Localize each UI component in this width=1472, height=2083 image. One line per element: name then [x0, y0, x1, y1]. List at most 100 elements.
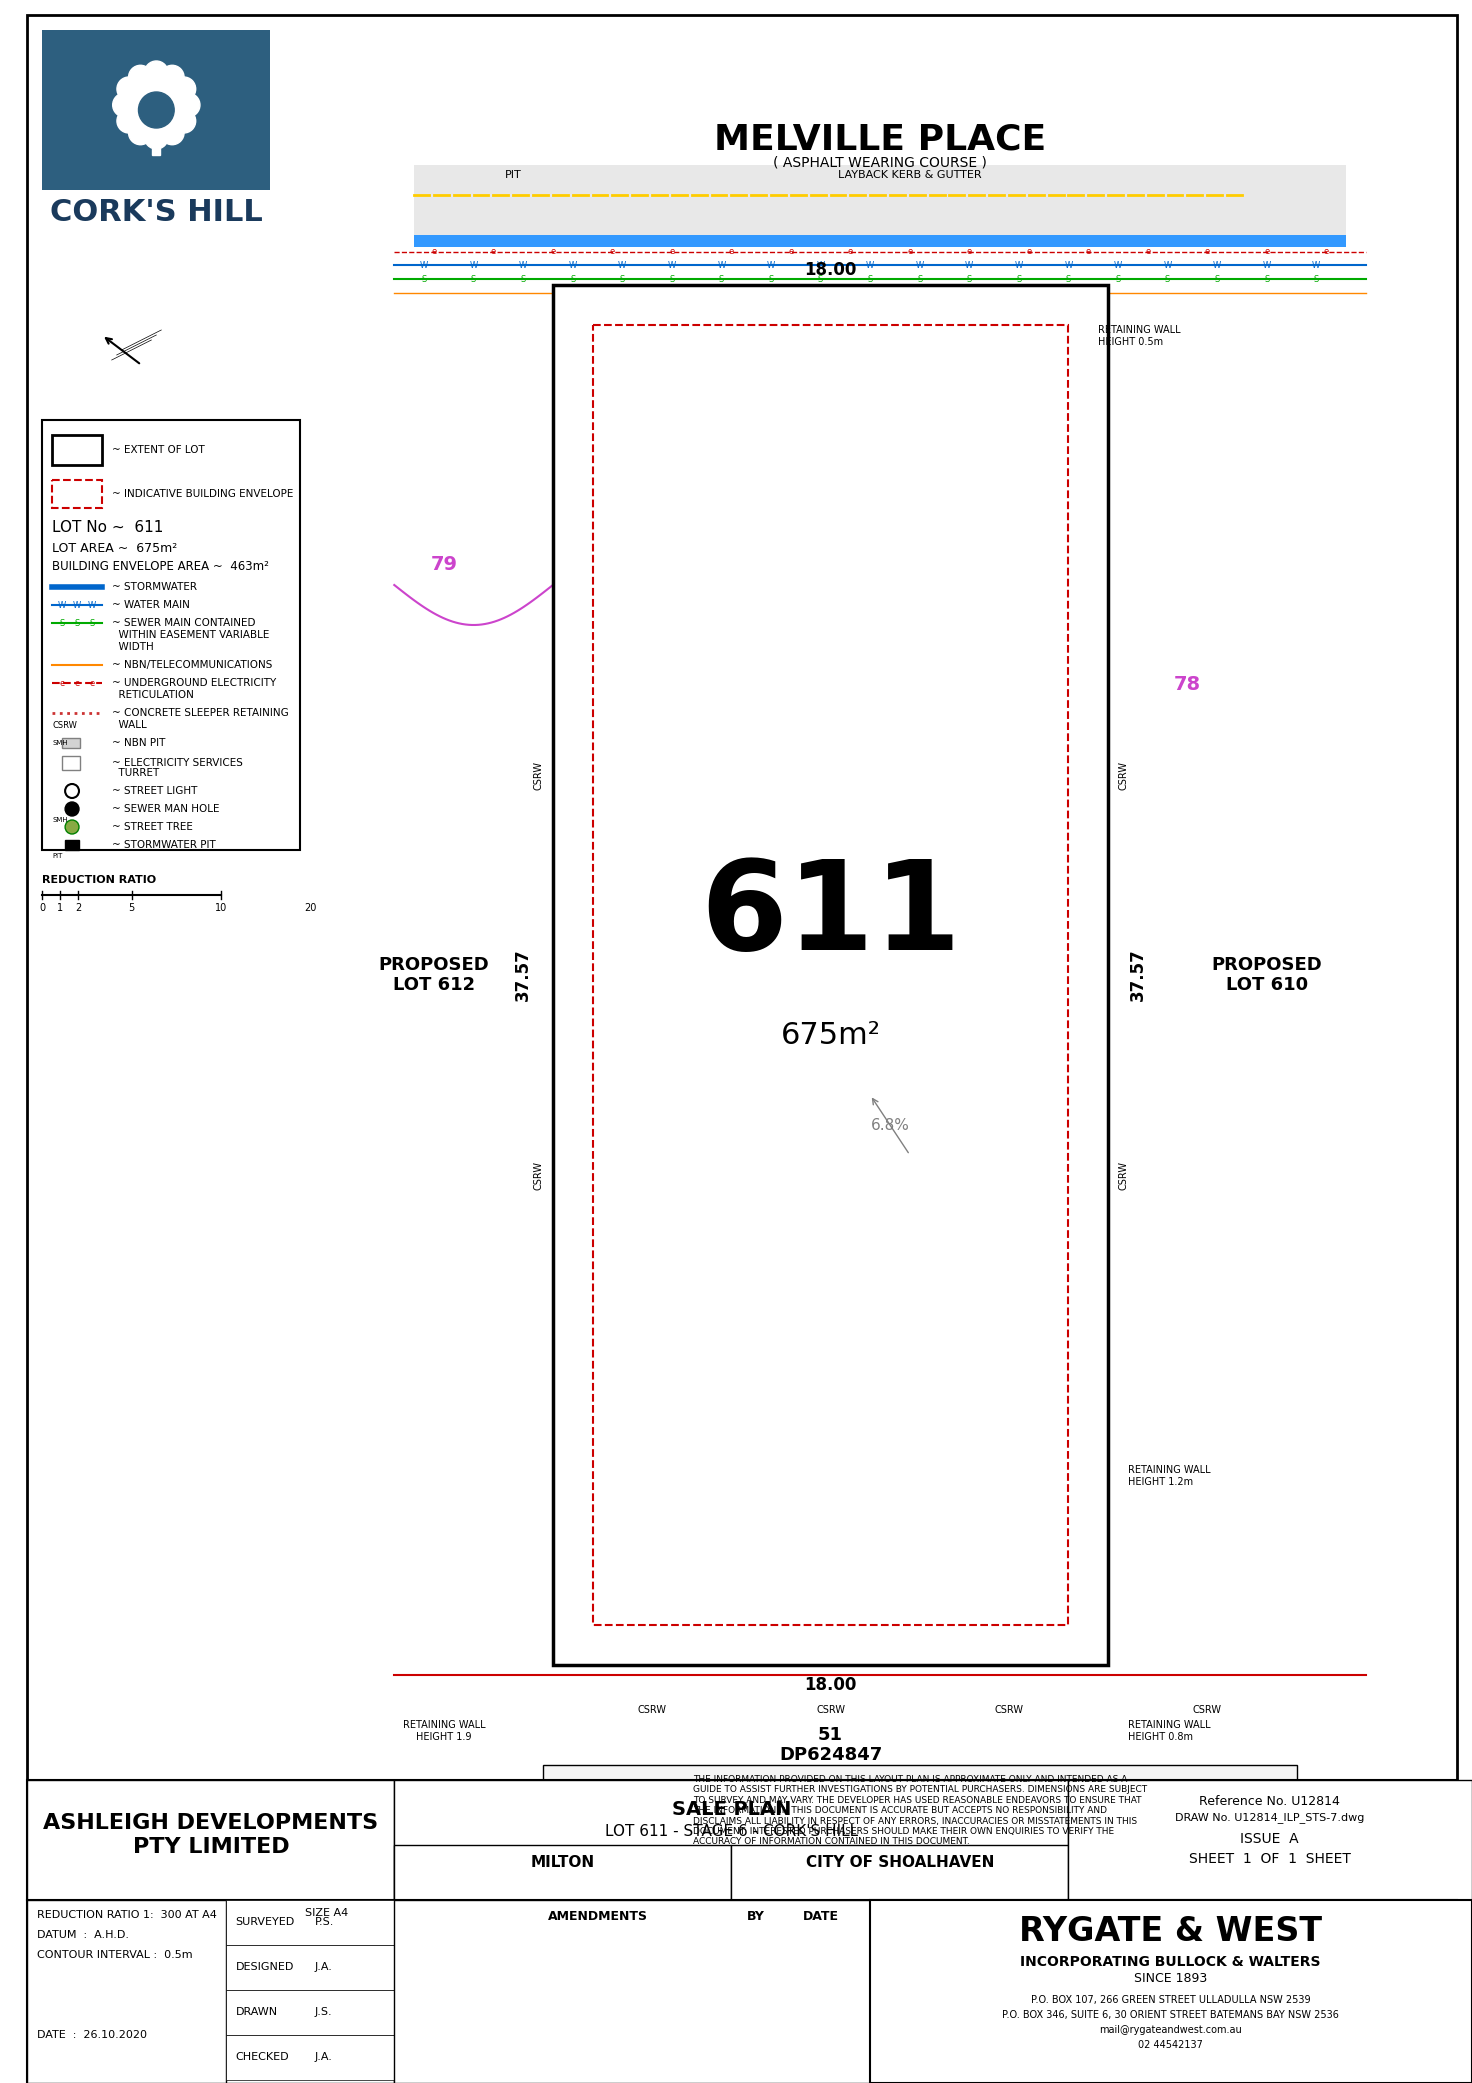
Text: e: e [788, 248, 793, 256]
Text: e: e [907, 248, 913, 256]
Text: LAYBACK KERB & GUTTER: LAYBACK KERB & GUTTER [838, 171, 982, 179]
Text: REDUCTION RATIO: REDUCTION RATIO [43, 875, 156, 885]
Text: W: W [966, 260, 973, 269]
Circle shape [138, 92, 174, 127]
Text: DATE: DATE [802, 1910, 839, 1923]
Bar [28, 1781, 394, 1900]
Text: ~ STREET TREE: ~ STREET TREE [112, 823, 193, 831]
Text: ~ NBN/TELECOMMUNICATIONS: ~ NBN/TELECOMMUNICATIONS [112, 660, 272, 671]
Bar [153, 135, 160, 154]
Text: CHECKED: CHECKED [236, 2052, 290, 2062]
Text: e: e [1086, 248, 1091, 256]
Text: J.A.: J.A. [315, 1962, 333, 1973]
Bar [28, 1900, 394, 2083]
Text: CSRW: CSRW [533, 1160, 543, 1189]
Text: 37.57: 37.57 [1129, 948, 1147, 1002]
Text: CSRW: CSRW [1192, 1706, 1222, 1714]
Text: 20: 20 [303, 904, 316, 912]
Text: CSRW: CSRW [52, 721, 77, 729]
Text: S: S [421, 275, 427, 283]
Text: CORK'S HILL: CORK'S HILL [50, 198, 262, 227]
Text: 5: 5 [128, 904, 134, 912]
Text: ~ ELECTRICITY SERVICES: ~ ELECTRICITY SERVICES [112, 758, 243, 769]
Text: e: e [967, 248, 972, 256]
Text: e: e [90, 679, 94, 687]
Text: WALL: WALL [112, 721, 146, 729]
Text: W: W [1163, 260, 1172, 269]
Bar [414, 235, 1345, 248]
Text: S: S [1214, 275, 1220, 283]
Text: 02 44542137: 02 44542137 [1138, 2039, 1203, 2050]
Text: 78: 78 [1173, 675, 1201, 694]
Text: WITHIN EASEMENT VARIABLE: WITHIN EASEMENT VARIABLE [112, 629, 269, 639]
Text: S: S [521, 275, 526, 283]
Text: W: W [1114, 260, 1122, 269]
Text: W: W [1014, 260, 1023, 269]
Text: ~ CONCRETE SLEEPER RETAINING: ~ CONCRETE SLEEPER RETAINING [112, 708, 289, 719]
Circle shape [172, 108, 196, 133]
Text: REDUCTION RATIO 1:  300 AT A4: REDUCTION RATIO 1: 300 AT A4 [37, 1910, 218, 1921]
Text: SIZE A4: SIZE A4 [305, 1908, 349, 1918]
Text: P.O. BOX 107, 266 GREEN STREET ULLADULLA NSW 2539: P.O. BOX 107, 266 GREEN STREET ULLADULLA… [1030, 1996, 1310, 2006]
Circle shape [160, 65, 184, 90]
Text: 37.57: 37.57 [514, 948, 533, 1002]
Text: W: W [817, 260, 824, 269]
Text: 6.8%: 6.8% [870, 1116, 910, 1133]
Text: ~ WATER MAIN: ~ WATER MAIN [112, 600, 190, 610]
Text: W: W [767, 260, 776, 269]
Text: INCORPORATING BULLOCK & WALTERS: INCORPORATING BULLOCK & WALTERS [1020, 1956, 1320, 1968]
Text: e: e [1264, 248, 1269, 256]
Text: PROPOSED
LOT 612: PROPOSED LOT 612 [378, 956, 489, 994]
Text: ~ SEWER MAIN CONTAINED: ~ SEWER MAIN CONTAINED [112, 619, 255, 627]
Bar [43, 29, 271, 190]
Text: CITY OF SHOALHAVEN: CITY OF SHOALHAVEN [805, 1856, 994, 1871]
Text: S: S [718, 275, 724, 283]
Text: ~ STORMWATER PIT: ~ STORMWATER PIT [112, 839, 215, 850]
Text: SHEET  1  OF  1  SHEET: SHEET 1 OF 1 SHEET [1189, 1852, 1351, 1866]
Bar [43, 421, 300, 850]
Text: 51
DP624847: 51 DP624847 [779, 1725, 882, 1764]
Text: S: S [867, 275, 873, 283]
Text: MILTON: MILTON [531, 1856, 595, 1871]
Circle shape [160, 121, 184, 144]
Text: W: W [568, 260, 577, 269]
Text: S: S [818, 275, 823, 283]
Text: Reference No. U12814: Reference No. U12814 [1200, 1796, 1340, 1808]
Text: PROPOSED
LOT 610: PROPOSED LOT 610 [1211, 956, 1322, 994]
Text: DRAWN: DRAWN [236, 2008, 278, 2016]
Text: SMH: SMH [52, 739, 68, 746]
Text: SMH: SMH [52, 817, 68, 823]
Text: W: W [74, 600, 81, 610]
Text: e: e [1026, 248, 1032, 256]
Text: P.S.: P.S. [315, 1916, 334, 1927]
Text: W: W [618, 260, 627, 269]
Text: S: S [1264, 275, 1269, 283]
Bar [62, 737, 79, 748]
Text: PIT: PIT [505, 171, 521, 179]
Circle shape [116, 77, 141, 100]
Circle shape [144, 125, 168, 150]
Bar [28, 1900, 1457, 2083]
Text: ISSUE  A: ISSUE A [1241, 1833, 1300, 1846]
Bar [414, 165, 1345, 235]
Text: ~ STORMWATER: ~ STORMWATER [112, 581, 197, 592]
Bar [593, 325, 1069, 1625]
Text: S: S [1313, 275, 1319, 283]
Text: W: W [668, 260, 676, 269]
Text: e: e [848, 248, 852, 256]
Bar [394, 1900, 870, 2083]
Text: MELVILLE PLACE: MELVILLE PLACE [714, 123, 1047, 156]
Bar [52, 479, 102, 508]
Bar [732, 1846, 1069, 1900]
Text: CONTOUR INTERVAL :  0.5m: CONTOUR INTERVAL : 0.5m [37, 1950, 193, 1960]
Bar [225, 1900, 394, 1946]
Text: RETAINING WALL
HEIGHT 1.2m: RETAINING WALL HEIGHT 1.2m [1128, 1464, 1210, 1487]
Text: ~ EXTENT OF LOT: ~ EXTENT OF LOT [112, 446, 205, 454]
Text: ( ASPHALT WEARING COURSE ): ( ASPHALT WEARING COURSE ) [773, 156, 988, 171]
Text: e: e [1145, 248, 1151, 256]
Text: S: S [1164, 275, 1170, 283]
Text: TURRET: TURRET [112, 769, 159, 777]
Text: ~ SEWER MAN HOLE: ~ SEWER MAN HOLE [112, 804, 219, 814]
Text: LOT 611 - STAGE 6 - CORK'S HILL: LOT 611 - STAGE 6 - CORK'S HILL [605, 1825, 858, 1839]
Text: S: S [59, 619, 65, 627]
